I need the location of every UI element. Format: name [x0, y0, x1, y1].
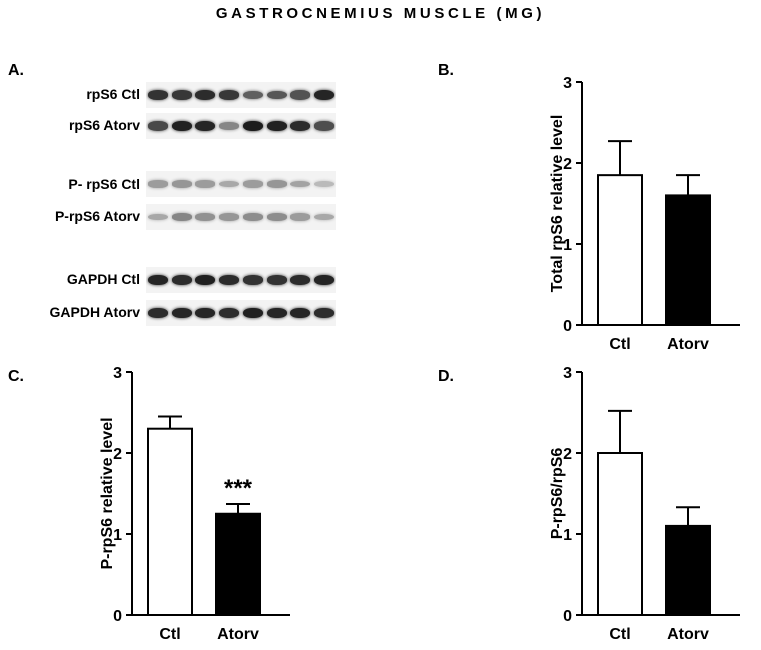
y-tick-label: 3: [563, 365, 572, 382]
blot-band: [242, 180, 263, 188]
blot-band: [290, 90, 311, 100]
blot-band: [147, 213, 168, 221]
blot-band: [147, 307, 168, 319]
bar-atorv: [665, 194, 711, 327]
blot-band: [195, 120, 216, 132]
blot-label-rps6-atorv: rpS6 Atorv: [68, 117, 140, 133]
y-tick-label: 0: [563, 318, 572, 335]
blot-band: [266, 180, 287, 188]
x-tick-label: Atorv: [217, 626, 259, 643]
figure-title: GASTROCNEMIUS MUSCLE (MG): [215, 5, 546, 22]
blot-strip-rps6-ctl: [146, 82, 336, 108]
blot-label-prps6-atorv: P-rpS6 Atorv: [54, 208, 140, 224]
y-tick-label: 0: [113, 608, 122, 625]
y-axis-label: P-rpS6/rpS6: [549, 448, 566, 540]
panel-d-label: D.: [438, 368, 454, 385]
bar-ctl: [597, 452, 643, 616]
y-tick-label: 1: [563, 237, 572, 254]
panel-c-label: C.: [8, 368, 24, 385]
y-axis-label: Total rpS6 relative level: [549, 115, 566, 293]
blot-band: [171, 213, 192, 221]
x-tick-label: Ctl: [609, 626, 630, 643]
significance-annotation: ***: [224, 475, 253, 502]
blot-band: [290, 274, 311, 286]
blot-band: [147, 90, 168, 100]
bar-ctl: [147, 427, 193, 616]
chart-panel-c: P-rpS6 relative level 0 1 2 3 Ctl Atorv ***: [99, 365, 290, 643]
blot-band: [195, 307, 216, 319]
blot-band: [171, 120, 192, 132]
blot-band: [219, 180, 240, 188]
blot-band: [290, 213, 311, 221]
bar-atorv: [215, 512, 261, 616]
blot-band: [314, 89, 335, 101]
blot-band: [195, 213, 216, 221]
blot-band: [290, 307, 311, 319]
blot-strip-gapdh-atorv: [146, 300, 336, 326]
y-tick-label: 3: [113, 365, 122, 382]
y-axis-label: P-rpS6 relative level: [99, 417, 116, 569]
blot-band: [219, 274, 240, 286]
blot-band: [290, 180, 311, 188]
blot-band: [314, 180, 335, 188]
blot-label-rps6-ctl: rpS6 Ctl: [86, 86, 140, 102]
y-tick-label: 0: [563, 608, 572, 625]
blot-band: [290, 120, 311, 132]
y-tick-label: 1: [113, 527, 122, 544]
y-tick-label: 1: [563, 527, 572, 544]
blot-band: [147, 121, 168, 131]
panel-b-label: B.: [438, 62, 454, 79]
blot-band: [219, 213, 240, 221]
blot-band: [147, 180, 168, 188]
blot-band: [314, 121, 335, 131]
blot-band: [219, 307, 240, 319]
blot-strip-prps6-ctl: [146, 171, 336, 197]
blot-band: [314, 213, 335, 221]
chart-panel-d: P-rpS6/rpS6 0 1 2 3 Ctl Atorv: [549, 365, 740, 643]
blot-band: [266, 213, 287, 221]
blot-band: [195, 274, 216, 286]
y-tick-label: 2: [113, 446, 122, 463]
blot-band: [242, 275, 263, 285]
blot-band: [171, 180, 192, 188]
blot-band: [266, 90, 287, 100]
blot-band: [314, 274, 335, 286]
blot-strip-gapdh-ctl: [146, 267, 336, 293]
blot-band: [219, 122, 240, 130]
blot-band: [242, 90, 263, 100]
blot-band: [171, 307, 192, 319]
blot-label-gapdh-ctl: GAPDH Ctl: [66, 271, 140, 287]
blot-label-gapdh-atorv: GAPDH Atorv: [49, 304, 141, 320]
blot-band: [242, 120, 263, 132]
blot-band: [171, 90, 192, 100]
blot-band: [266, 307, 287, 319]
blot-band: [242, 213, 263, 221]
panel-a-label: A.: [8, 62, 24, 79]
blot-band: [242, 307, 263, 319]
blot-label-prps6-ctl: P- rpS6 Ctl: [68, 176, 140, 192]
bar-ctl: [597, 174, 643, 327]
blot-strip-rps6-atorv: [146, 113, 336, 139]
blot-band: [147, 274, 168, 286]
blot-band: [195, 180, 216, 188]
x-tick-label: Atorv: [667, 626, 709, 643]
blot-band: [266, 120, 287, 132]
y-tick-label: 3: [563, 75, 572, 92]
chart-panel-b: Total rpS6 relative level 0 1 2 3 Ctl Atorv: [549, 75, 740, 353]
blot-band: [219, 90, 240, 100]
y-tick-label: 2: [563, 446, 572, 463]
blot-strip-prps6-atorv: [146, 204, 336, 230]
x-tick-label: Ctl: [609, 336, 630, 353]
blot-band: [171, 274, 192, 286]
bar-atorv: [665, 524, 711, 616]
x-tick-label: Atorv: [667, 336, 709, 353]
blot-band: [195, 89, 216, 101]
y-tick-label: 2: [563, 156, 572, 173]
blot-band: [314, 307, 335, 319]
x-tick-label: Ctl: [159, 626, 180, 643]
blot-band: [266, 275, 287, 285]
